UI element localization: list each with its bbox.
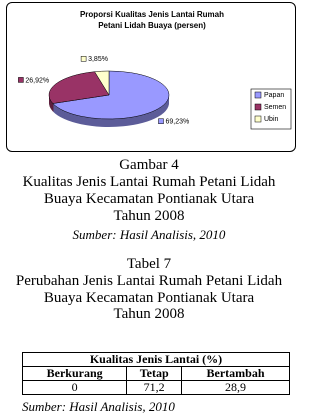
chart-title: Proporsi Kualitas Jenis Lantai Rumah Pet… [79, 10, 225, 30]
table-line: Buaya Kecamatan Pontianak Utara [43, 290, 255, 306]
figure-label: Gambar 4 [119, 157, 179, 173]
slice [48, 71, 110, 104]
figure-line: Kualitas Jenis Lantai Rumah Petani Lidah [22, 174, 276, 190]
figure-line: Buaya Kecamatan Pontianak Utara [43, 191, 255, 207]
legend-label: Ubin [264, 116, 279, 123]
page: Proporsi Kualitas Jenis Lantai Rumah Pet… [6, 2, 296, 414]
figure-line: Tahun 2008 [113, 208, 185, 224]
data-label: 69,23% [165, 119, 189, 126]
cell: 28,9 [181, 380, 290, 395]
cell: 0 [21, 380, 128, 395]
column-header: Bertambah [181, 366, 290, 381]
chart-frame: Proporsi Kualitas Jenis Lantai Rumah Pet… [6, 2, 296, 152]
data-label: 26,92% [25, 77, 49, 84]
chart: 69,23% 26,92% 3,85% Papan Semen Ubin [18, 56, 292, 130]
label-key [18, 77, 24, 83]
table-source: Sumber: Hasil Analisis, 2010 [22, 399, 175, 414]
data-label: 3,85% [88, 56, 108, 63]
legend-swatch [254, 91, 262, 99]
slice [94, 70, 110, 96]
table-label: Tabel 7 [126, 256, 172, 272]
label-key [158, 118, 164, 124]
legend-swatch [254, 115, 262, 123]
table-line: Perubahan Jenis Lantai Rumah Petani Lida… [15, 273, 283, 289]
slice [52, 70, 170, 120]
figure-source: Sumber: Hasil Analisis, 2010 [72, 227, 226, 242]
legend-swatch [254, 103, 262, 111]
legend-label: Papan [264, 92, 284, 99]
column-header: Tetap [126, 366, 183, 381]
table-line: Tahun 2008 [113, 306, 185, 322]
column-header: Berkurang [21, 366, 128, 381]
label-key [80, 56, 87, 62]
cell: 71,2 [126, 380, 183, 395]
legend-label: Semen [264, 104, 286, 111]
group-header: Kualitas Jenis Lantai (%) [22, 352, 290, 367]
data-table: Kualitas Jenis Lantai (%) Berkurang Tetap… [21, 352, 290, 395]
